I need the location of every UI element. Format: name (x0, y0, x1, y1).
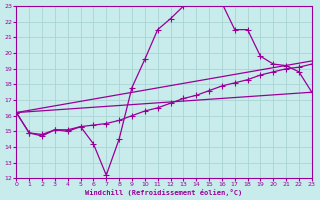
X-axis label: Windchill (Refroidissement éolien,°C): Windchill (Refroidissement éolien,°C) (85, 189, 243, 196)
